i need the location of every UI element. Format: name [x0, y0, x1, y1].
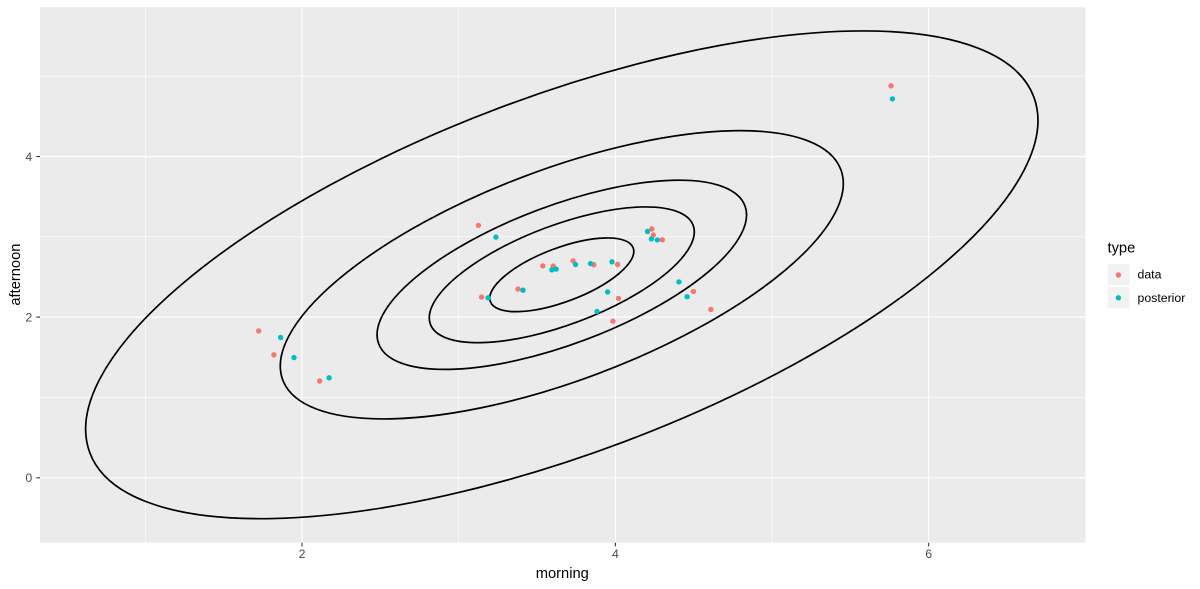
svg-text:type: type: [1108, 241, 1136, 257]
svg-text:afternoon: afternoon: [8, 244, 24, 306]
svg-text:2: 2: [299, 547, 306, 561]
svg-text:6: 6: [925, 547, 932, 561]
svg-text:morning: morning: [536, 566, 589, 582]
svg-text:4: 4: [25, 150, 32, 164]
svg-text:data: data: [1138, 268, 1162, 282]
svg-text:4: 4: [612, 547, 619, 561]
svg-text:posterior: posterior: [1138, 291, 1186, 305]
svg-text:2: 2: [25, 311, 32, 325]
svg-text:0: 0: [25, 471, 32, 485]
